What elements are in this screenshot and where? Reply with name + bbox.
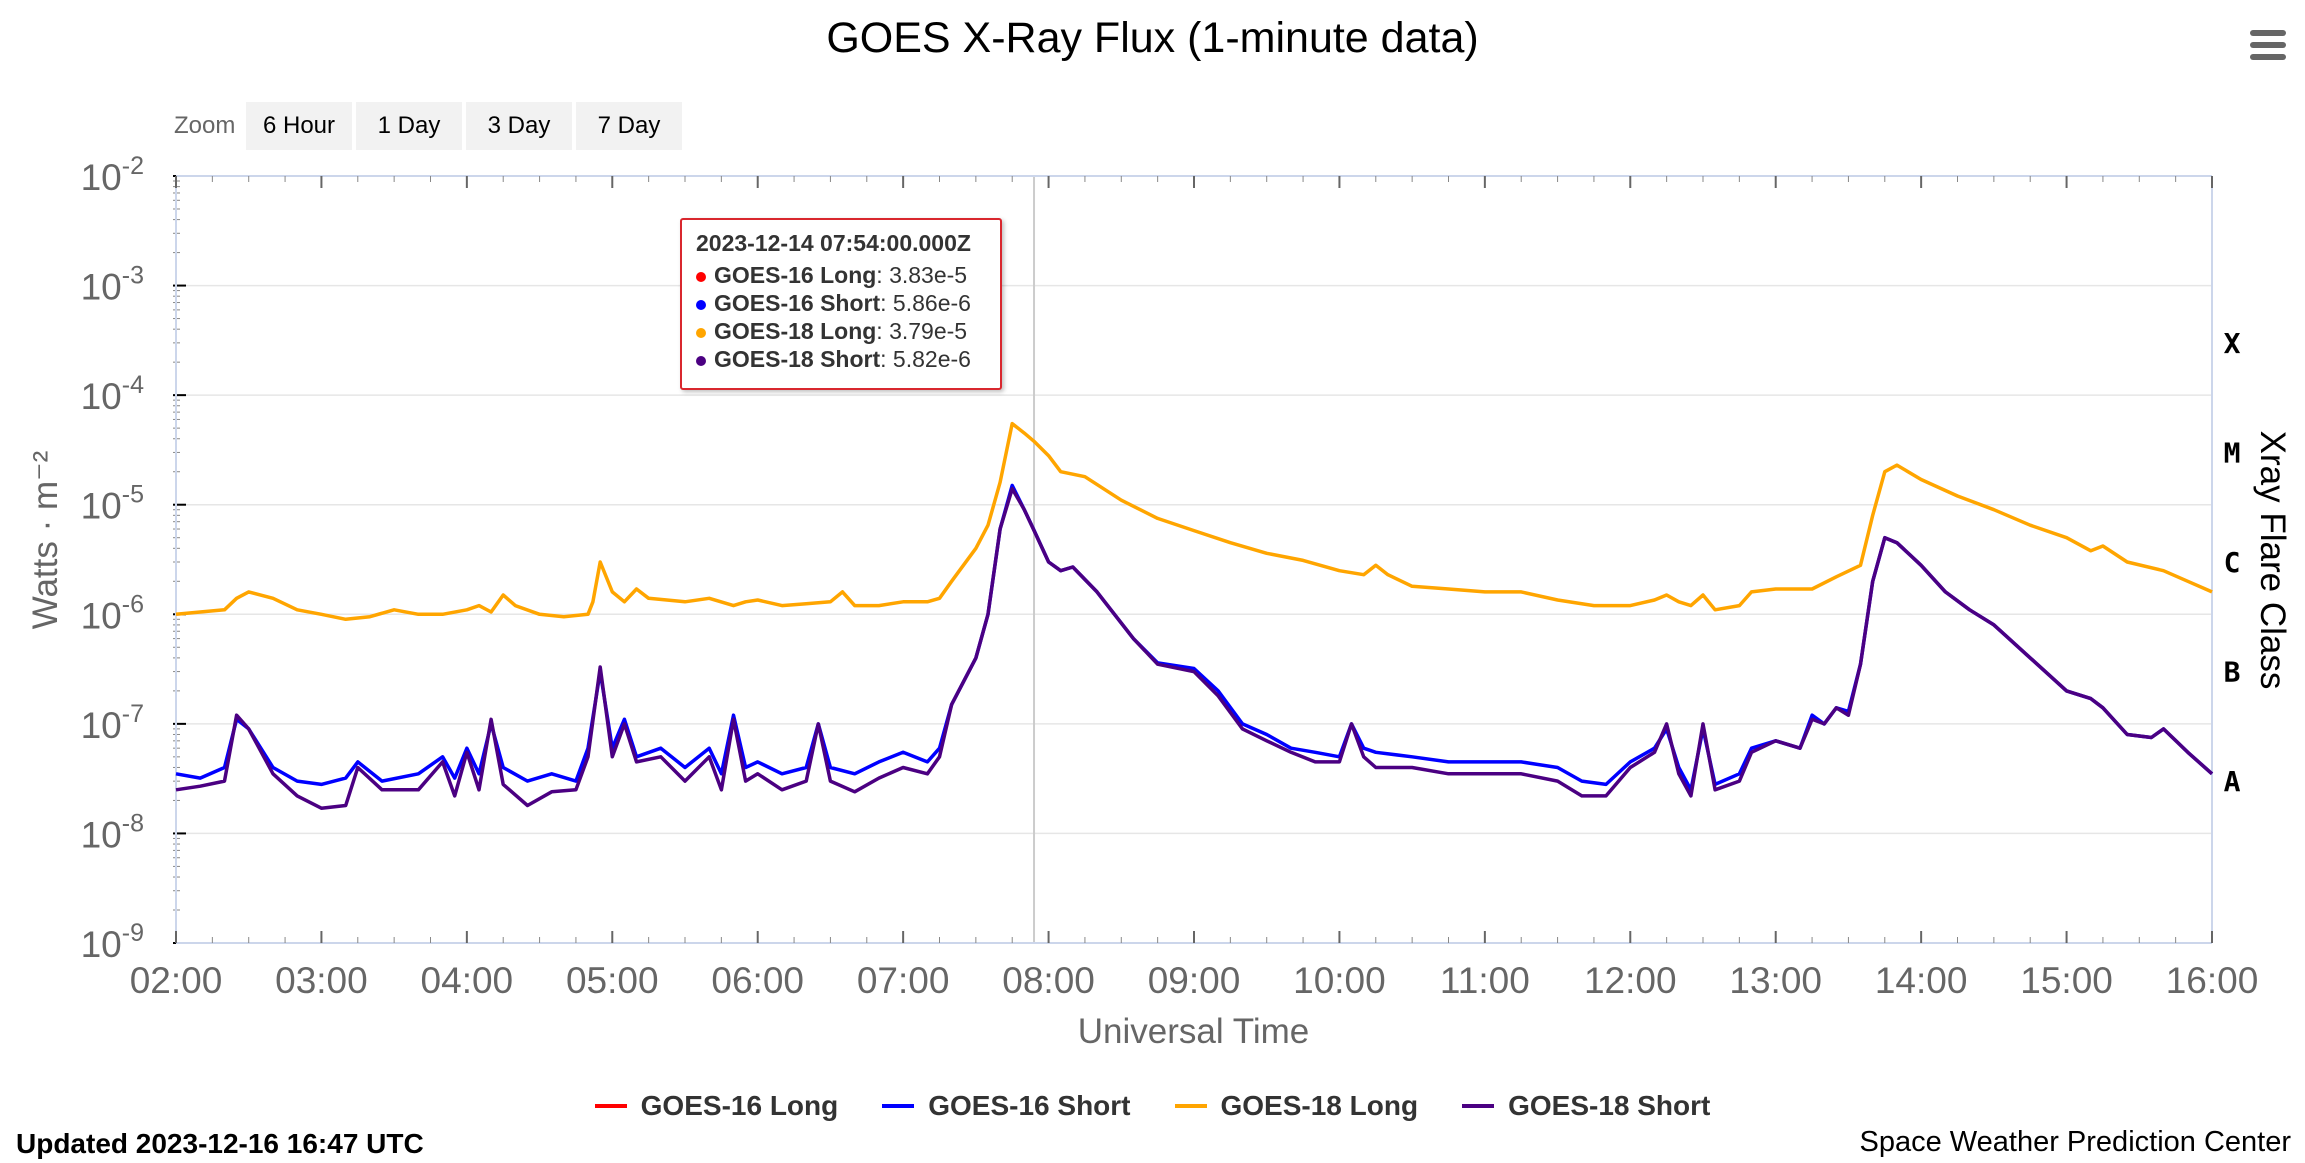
legend-swatch-icon (1462, 1104, 1495, 1108)
tooltip-row: GOES-16 Short: 5.86e-6 (696, 289, 986, 317)
series-dot-icon (696, 355, 706, 366)
tooltip-value: : 3.83e-5 (876, 262, 968, 288)
credit-text: Space Weather Prediction Center (1859, 1126, 2291, 1158)
legend-label: GOES-18 Short (1508, 1090, 1711, 1121)
tooltip-series-name: GOES-16 Short (714, 290, 881, 316)
x-tick-label: 11:00 (1440, 960, 1530, 1001)
tooltip-series-name: GOES-18 Short (714, 346, 881, 372)
y-tick-label: 10-8 (81, 809, 144, 855)
hamburger-menu-icon[interactable] (2250, 30, 2286, 64)
chart-title: GOES X-Ray Flux (1-minute data) (826, 14, 1479, 62)
legend-label: GOES-16 Short (928, 1090, 1131, 1121)
x-tick-label: 05:00 (566, 960, 659, 1001)
x-tick-label: 12:00 (1584, 960, 1677, 1001)
data-tooltip: 2023-12-14 07:54:00.000Z GOES-16 Long: 3… (680, 218, 1002, 390)
x-tick-label: 10:00 (1293, 960, 1386, 1001)
x-axis-title: Universal Time (1077, 1012, 1310, 1051)
flare-class-label: A (2224, 765, 2241, 798)
tooltip-row: GOES-18 Long: 3.79e-5 (696, 317, 986, 345)
series-dot-icon (696, 271, 706, 282)
x-tick-label: 06:00 (711, 960, 804, 1001)
updated-timestamp: Updated 2023-12-16 16:47 UTC (16, 1128, 424, 1159)
legend-item-goes16-long[interactable]: GOES-16 Long (594, 1090, 839, 1122)
series-line-goes-18-short (175, 486, 2214, 810)
tooltip-series-name: GOES-16 Long (714, 262, 877, 288)
tooltip-row: GOES-16 Long: 3.83e-5 (696, 261, 986, 289)
y-tick-label: 10-2 (81, 152, 144, 198)
legend-item-goes18-short[interactable]: GOES-18 Short (1462, 1090, 1710, 1122)
y-tick-label: 10-4 (81, 371, 144, 417)
y-tick-label: 10-7 (81, 700, 144, 746)
x-tick-label: 16:00 (2166, 960, 2259, 1001)
y-axis-title: Watts · m⁻² (26, 450, 65, 630)
x-tick-label: 07:00 (857, 960, 950, 1001)
tooltip-series-name: GOES-18 Long (714, 318, 877, 344)
legend-swatch-icon (1174, 1104, 1207, 1108)
tooltip-row: GOES-18 Short: 5.82e-6 (696, 345, 986, 373)
x-tick-label: 02:00 (130, 960, 223, 1001)
legend-item-goes18-long[interactable]: GOES-18 Long (1174, 1090, 1419, 1122)
flare-class-label: M (2224, 436, 2241, 469)
series-dot-icon (696, 327, 706, 338)
zoom-6-hour-button[interactable]: 6 Hour (246, 102, 352, 150)
legend-label: GOES-16 Long (640, 1090, 839, 1121)
tooltip-value: : 3.79e-5 (876, 318, 968, 344)
x-tick-label: 03:00 (275, 960, 368, 1001)
legend-label: GOES-18 Long (1220, 1090, 1419, 1121)
flare-class-label: B (2224, 656, 2241, 689)
tooltip-value: : 5.82e-6 (880, 346, 971, 372)
zoom-7-day-button[interactable]: 7 Day (576, 102, 682, 150)
x-tick-label: 13:00 (1729, 960, 1822, 1001)
y-tick-label: 10-3 (81, 262, 144, 308)
flare-class-label: X (2224, 327, 2241, 360)
legend-swatch-icon (882, 1104, 915, 1108)
zoom-label: Zoom (174, 112, 236, 139)
flare-class-axis-title: Xray Flare Class (2253, 430, 2292, 690)
tooltip-timestamp: 2023-12-14 07:54:00.000Z (696, 230, 971, 256)
x-tick-label: 14:00 (1875, 960, 1968, 1001)
zoom-3-day-button[interactable]: 3 Day (466, 102, 572, 150)
y-tick-label: 10-6 (81, 590, 144, 636)
series-line-goes-18-long (175, 421, 2213, 622)
x-tick-label: 08:00 (1002, 960, 1095, 1001)
y-tick-label: 10-9 (81, 919, 144, 965)
zoom-1-day-button[interactable]: 1 Day (356, 102, 462, 150)
y-tick-label: 10-5 (81, 481, 144, 527)
tooltip-value: : 5.86e-6 (880, 290, 971, 316)
series-dot-icon (696, 299, 706, 310)
x-tick-label: 09:00 (1148, 960, 1241, 1001)
chart-legend: GOES-16 Long GOES-16 Short GOES-18 Long … (0, 1090, 2305, 1122)
x-tick-label: 04:00 (421, 960, 514, 1001)
flare-class-label: C (2224, 546, 2241, 579)
legend-swatch-icon (594, 1104, 627, 1108)
legend-item-goes16-short[interactable]: GOES-16 Short (882, 1090, 1131, 1122)
x-tick-label: 15:00 (2020, 960, 2113, 1001)
